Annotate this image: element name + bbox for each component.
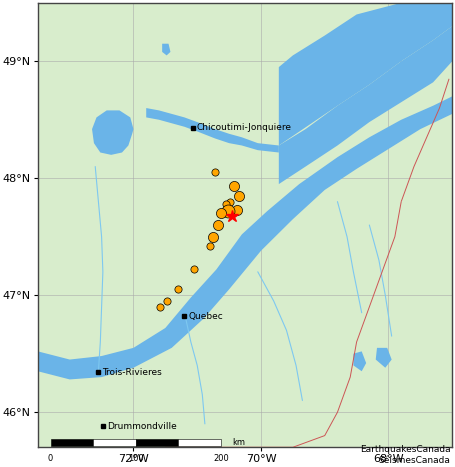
Bar [93, 439, 136, 446]
Bar [178, 439, 221, 446]
Bar [51, 439, 93, 446]
Text: Quebec: Quebec [188, 312, 223, 321]
Polygon shape [162, 44, 171, 56]
Polygon shape [38, 96, 452, 379]
Text: Chicoutimi-Jonquiere: Chicoutimi-Jonquiere [197, 123, 292, 133]
Polygon shape [354, 351, 366, 371]
Text: EarthquakesCanada
SéismesCanada: EarthquakesCanada SéismesCanada [360, 445, 450, 465]
Text: 0: 0 [48, 454, 53, 463]
Polygon shape [279, 3, 452, 146]
Text: 200: 200 [213, 454, 229, 463]
Bar [136, 439, 178, 446]
Text: 100: 100 [128, 454, 144, 463]
Polygon shape [146, 108, 279, 153]
Text: km: km [233, 438, 245, 447]
Polygon shape [376, 348, 392, 368]
Polygon shape [92, 110, 133, 155]
Polygon shape [279, 26, 452, 184]
Text: Drummondville: Drummondville [106, 422, 177, 431]
Text: Trois-Rivieres: Trois-Rivieres [102, 368, 162, 377]
